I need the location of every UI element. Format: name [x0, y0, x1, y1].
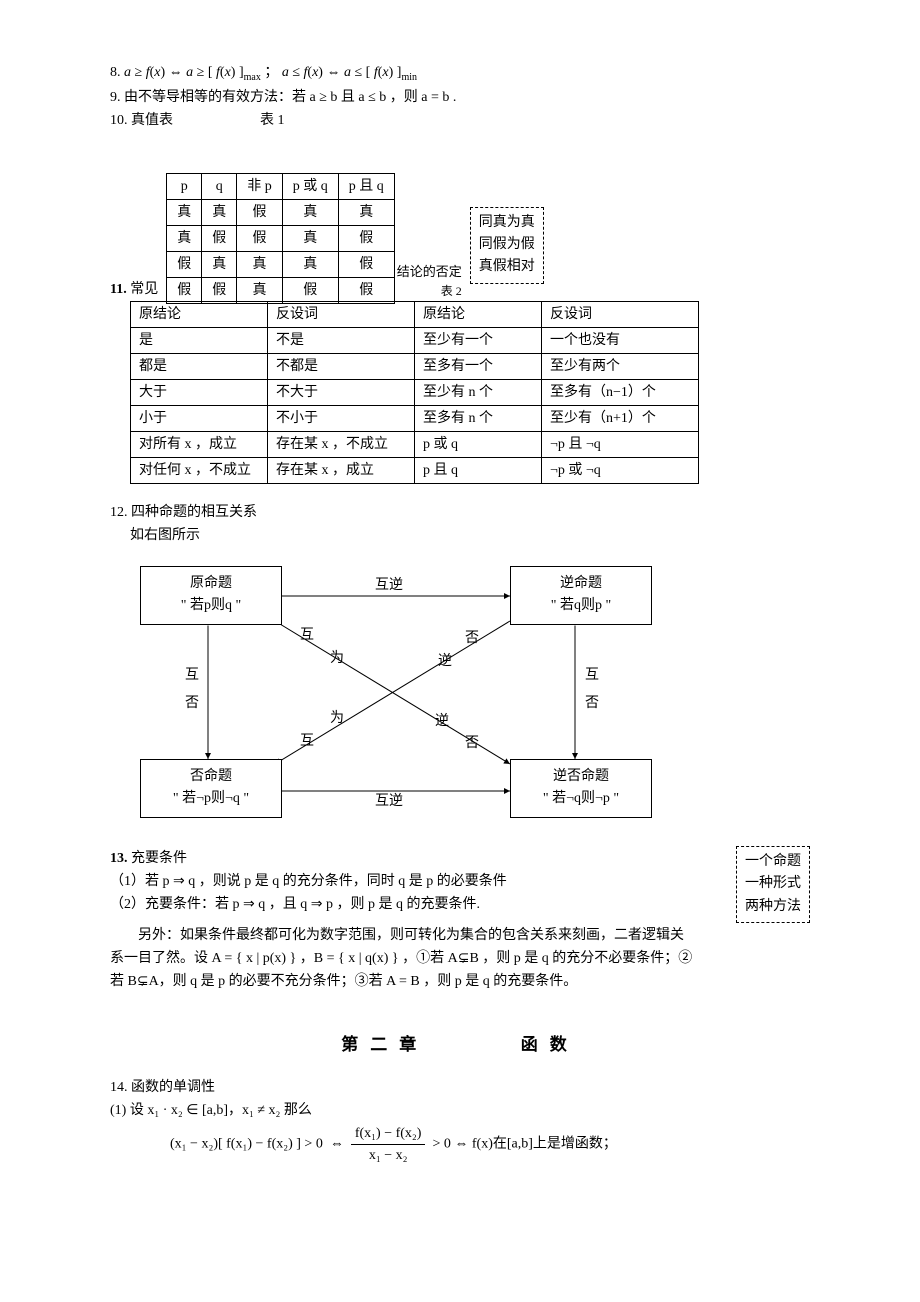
arrow: ⇔: [330, 1137, 344, 1152]
edge-label: 互: [185, 668, 199, 683]
chapter-heading: 第二章 函数: [110, 1032, 810, 1058]
item-text: 常见: [130, 282, 158, 297]
item-number: 14.: [110, 1080, 128, 1095]
item-9: 9. 由不等导相等的有效方法：若 a ≥ b 且 a ≤ b ，则 a = b …: [110, 87, 810, 108]
item-13-row: 13. 充要条件 （1）若 p ⇒ q ，则说 p 是 q 的充分条件，同时 q…: [110, 846, 810, 923]
item-title: 函数的单调性: [131, 1080, 215, 1095]
item-13-p1: 另外：如果条件最终都可化为数字范围，则可转化为集合的包含关系来刻画，二者逻辑关: [110, 925, 810, 946]
edge-label: 否: [185, 696, 199, 711]
node-title: 逆否命题: [521, 766, 641, 788]
node-inverse: 否命题 " 若¬p则¬q ": [140, 759, 282, 818]
item-number: 10.: [110, 113, 128, 128]
item-14-l1: (1) 设 x₁ · x₂ ∈ [a,b]，x₁ ≠ x₂ 那么: [110, 1100, 810, 1121]
edge-label: 互逆: [375, 578, 403, 593]
negation-table: 原结论 反设词 原结论 反设词 是不是至少有一个一个也没有 都是不都是至多有一个…: [130, 301, 699, 484]
node-converse: 逆命题 " 若q则p ": [510, 566, 652, 625]
edge-label: 否: [585, 696, 599, 711]
edge-label: 为: [330, 651, 344, 666]
node-title: 否命题: [151, 766, 271, 788]
node-body: " 若p则q ": [151, 595, 271, 617]
item-title: 充要条件: [131, 851, 187, 866]
item-line1: 四种命题的相互关系: [131, 505, 257, 520]
table-label: 表 1: [260, 113, 285, 128]
item-number: 13.: [110, 851, 128, 866]
truth-side-box: 同真为真 同假为假 真假相对: [470, 207, 544, 284]
edge-label: 逆: [435, 714, 449, 729]
item-13-l2: （2）充要条件：若 p ⇒ q ，且 q ⇒ p ，则 p 是 q 的充要条件.: [110, 894, 726, 915]
side-line: 同假为假: [479, 234, 535, 256]
item-13-p2: 系一目了然。设 A = { x | p(x) } ，B = { x | q(x)…: [110, 948, 810, 969]
node-body: " 若¬q则¬p ": [521, 788, 641, 810]
edge-label: 互: [585, 668, 599, 683]
edge-label: 互: [300, 628, 314, 643]
edge-label: 否: [465, 631, 479, 646]
node-title: 逆命题: [521, 573, 641, 595]
item-13-p3: 若 B⊊A，则 q 是 p 的必要不充分条件；③若 A = B ，则 p 是 q…: [110, 971, 810, 992]
item-11-row: 11. 常见 p q 非 p p 或 q p 且 q 真真假真真 真假假真假 假…: [110, 173, 810, 304]
edge-label: 互逆: [375, 794, 403, 809]
formula-lhs: (x₁ − x₂)[ f(x₁) − f(x₂) ] > 0: [170, 1137, 323, 1152]
item-text: 由不等导相等的有效方法：若 a ≥ b 且 a ≤ b ，则 a = b .: [124, 90, 456, 105]
side-line: 一个命题: [745, 851, 801, 873]
chapter-right: 函数: [521, 1035, 579, 1054]
item-14-formula: (x₁ − x₂)[ f(x₁) − f(x₂) ] > 0 ⇔ f(x₁) −…: [170, 1123, 810, 1166]
th: 反设词: [268, 301, 415, 327]
item-number: 8.: [110, 65, 121, 80]
node-contrapositive: 逆否命题 " 若¬q则¬p ": [510, 759, 652, 818]
formula-text: a ≥ f(x) ⇔ a ≥ [ f(x) ]max ； a ≤ f(x) ⇔ …: [124, 65, 417, 80]
truth-table: p q 非 p p 或 q p 且 q 真真假真真 真假假真假 假真真真假 假假…: [166, 173, 395, 304]
item-13-l1: （1）若 p ⇒ q ，则说 p 是 q 的充分条件，同时 q 是 p 的必要条…: [110, 871, 726, 892]
proposition-diagram: 原命题 " 若p则q " 逆命题 " 若q则p " 否命题 " 若¬p则¬q "…: [130, 556, 670, 836]
item-text: 真值表: [131, 113, 173, 128]
item-number: 11.: [110, 282, 127, 297]
th: 反设词: [542, 301, 699, 327]
frac-den: x₁ − x₂: [351, 1145, 426, 1166]
edge-label: 互: [300, 734, 314, 749]
trailing-text: 结论的否定: [397, 264, 462, 279]
th: 原结论: [131, 301, 268, 327]
th: p: [167, 173, 202, 199]
item-12: 12. 四种命题的相互关系: [110, 502, 810, 523]
th: 原结论: [415, 301, 542, 327]
th: p 且 q: [338, 173, 394, 199]
side-line: 两种方法: [745, 896, 801, 918]
side-line: 真假相对: [479, 256, 535, 278]
node-body: " 若q则p ": [521, 595, 641, 617]
item-10: 10. 真值表 表 1: [110, 110, 810, 131]
th: 非 p: [237, 173, 283, 199]
frac-num: f(x₁) − f(x₂): [351, 1123, 426, 1145]
item-8: 8. a ≥ f(x) ⇔ a ≥ [ f(x) ]max ； a ≤ f(x)…: [110, 62, 810, 85]
table2-label: 表 2: [397, 282, 462, 300]
side-box-13: 一个命题 一种形式 两种方法: [736, 846, 810, 923]
chapter-left: 第二章: [341, 1035, 428, 1054]
node-title: 原命题: [151, 573, 271, 595]
edge-label: 逆: [438, 654, 452, 669]
side-line: 同真为真: [479, 212, 535, 234]
item-13: 13. 充要条件: [110, 848, 726, 869]
th: p 或 q: [282, 173, 338, 199]
th: q: [202, 173, 237, 199]
side-line: 一种形式: [745, 873, 801, 895]
item-number: 9.: [110, 90, 121, 105]
item-12-line2: 如右图所示: [130, 525, 810, 546]
node-original: 原命题 " 若p则q ": [140, 566, 282, 625]
node-body: " 若¬p则¬q ": [151, 788, 271, 810]
item-14: 14. 函数的单调性: [110, 1077, 810, 1098]
item-number: 12.: [110, 505, 128, 520]
edge-label: 否: [465, 736, 479, 751]
formula-mid: > 0 ⇔ f(x)在[a,b]上是增函数；: [432, 1137, 616, 1152]
fraction: f(x₁) − f(x₂) x₁ − x₂: [351, 1123, 426, 1166]
edge-label: 为: [330, 711, 344, 726]
